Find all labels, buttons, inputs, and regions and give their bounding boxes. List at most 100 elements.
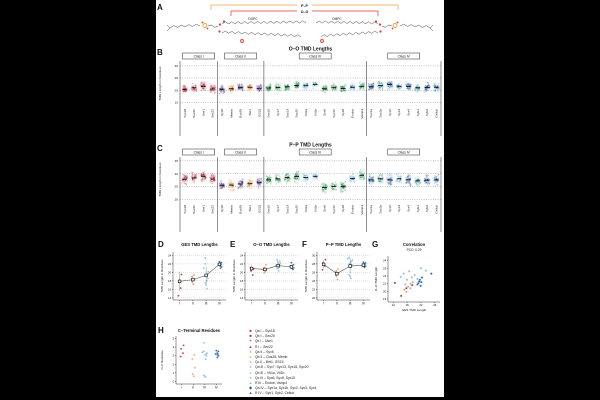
x-group-label: II (192, 385, 194, 389)
x-category-label: Vamp4 (360, 205, 364, 215)
x-category-label: Sec22 (211, 205, 215, 214)
svg-text:20: 20 (175, 198, 179, 202)
svg-text:23: 23 (383, 266, 387, 270)
legend-item-label: R IV – Syb1, Syb2, Cellub (255, 391, 295, 396)
class-header: Class IV (398, 54, 411, 58)
svg-text:4: 4 (173, 345, 175, 349)
legend-item: ● Qb II – Gos28, Memb (248, 355, 442, 360)
panel-d-label: D (158, 240, 164, 249)
x-category-label: Syx5 (220, 205, 224, 212)
x-category-label: Use1 (201, 109, 205, 117)
x-category-label: GS15 (257, 109, 261, 117)
legend-item-label: Qb I – Sec20 (255, 334, 275, 339)
legend-item: ● Qc III – Syx6, Syx8, Syx10 (248, 376, 442, 381)
x-category-label: Vti1a (304, 109, 308, 116)
svg-text:18: 18 (405, 303, 409, 307)
x-category-label: Gos28 (239, 109, 243, 118)
svg-text:35: 35 (175, 159, 179, 163)
x-category-label: Endob (351, 109, 355, 118)
oxygen-atom-icon (218, 23, 222, 26)
x-group-label: IV (362, 301, 366, 305)
circle-marker-icon: ● (249, 370, 252, 375)
svg-text:22: 22 (312, 287, 316, 291)
legend-item-label: Qa III – Syx7, Syx13, Syx16, Syx20 (255, 365, 309, 370)
legend-item-label: Qa II – Syx5 (255, 349, 274, 354)
svg-text:24: 24 (168, 253, 172, 257)
legend-item: ◆ Qa IV – Syx1a, Syx1b, Syx2, Syx3, Syx4 (248, 386, 442, 391)
x-category-label: Syx16 (267, 205, 271, 214)
class-header: Class I (194, 150, 204, 154)
dopc-label: DOPC (248, 17, 258, 21)
group-plot-ylabel: TMD Length in Residues (232, 259, 236, 293)
x-category-label: Syx3 (397, 109, 401, 116)
x-group-label: II (264, 301, 266, 305)
strip-title: P–P TMD Lengths (289, 143, 332, 149)
x-category-label: Syx3 (397, 205, 401, 212)
class-header: Class III (309, 150, 321, 154)
triangle-marker-icon: ▲ (248, 391, 253, 396)
x-category-label: Syx4 (406, 109, 410, 116)
legend-item-label: Qb III – Vti1a, Vti1b (255, 370, 285, 375)
legend-item: ● Qb III – Vti1a, Vti1b (248, 371, 442, 376)
x-category-label: Syx2 (388, 205, 392, 212)
panel-a-label: A (157, 3, 163, 12)
figure-legend: ■ Qa I – Syx18 ■ Qb I – Sec20 + Qc I – Use1 ▲ R… (248, 329, 442, 397)
x-category-label: Bet1 (248, 109, 252, 116)
diamond-marker-icon: ◆ (249, 386, 252, 391)
svg-text:3: 3 (173, 354, 175, 358)
square-marker-icon: ■ (249, 334, 252, 339)
x-category-label: Sec22 (211, 109, 215, 118)
x-group-label: IV (218, 301, 222, 305)
svg-text:26: 26 (312, 270, 316, 274)
x-category-label: Bet1 (248, 205, 252, 212)
x-category-label: Syb2 (425, 205, 429, 212)
circle-marker-icon: ● (249, 349, 252, 354)
svg-text:22: 22 (383, 274, 387, 278)
panel-e-oo-tmd-plot: E O–O TMD Lengths TMD Length in Residues 14… (230, 240, 298, 305)
svg-text:22: 22 (419, 303, 423, 307)
legend-item-label: Qa IV – Syx1a, Syx1b, Syx2, Syx3, Syx4 (255, 386, 317, 391)
svg-text:24: 24 (383, 259, 387, 263)
svg-text:20: 20 (383, 289, 387, 293)
x-category-label: Syx18 (183, 205, 187, 214)
triangle-marker-icon: ▲ (248, 344, 253, 349)
x-category-label: Syx1b (379, 205, 383, 214)
legend-item: + Qc I – Use1 (248, 339, 442, 344)
group-plot-ylabel: TMD Length in Residues (304, 259, 308, 293)
group-plot-ylabel: TMD Length in Residues (160, 259, 164, 293)
svg-text:18: 18 (168, 279, 172, 283)
svg-text:19: 19 (383, 297, 387, 301)
panel-b-oo-tmd-strip-plot: B O–O TMD Lengths TMD Length in Residues 15… (157, 47, 442, 136)
panel-c-pp-tmd-strip-plot: C P–P TMD Lengths TMD Length in Residues 20… (157, 143, 442, 232)
svg-text:20: 20 (168, 270, 172, 274)
x-category-label: Syx2 (388, 109, 392, 116)
legend-item: ▲ R I – Sec22 (248, 345, 442, 350)
x-category-label: Syb1 (416, 109, 420, 116)
svg-text:25: 25 (175, 76, 179, 80)
svg-text:22: 22 (240, 262, 244, 266)
legend-item-label: Qc III – Syx6, Syx8, Syx10 (255, 375, 296, 380)
plus-marker-icon: + (249, 339, 252, 344)
x-category-label: Endob (351, 205, 355, 214)
correlation-title: Correlation (403, 242, 426, 247)
x-category-label: Syx1b (379, 109, 383, 118)
x-category-label: Syx13 (285, 205, 289, 214)
dmpc-label: DMPC (332, 17, 342, 21)
x-group-label: I (181, 385, 182, 389)
triangle-marker-icon: ▲ (248, 381, 253, 386)
x-group-label: I (179, 301, 180, 305)
legend-item-label: Qc I – Use1 (255, 339, 273, 344)
x-category-label: GS15 (257, 205, 261, 213)
panel-b-label: B (157, 48, 163, 57)
phosphorus-atom-icon (202, 23, 208, 28)
circle-marker-icon: ● (249, 360, 252, 365)
strip-title: O–O TMD Lengths (289, 47, 333, 53)
x-category-label: Vti1b (313, 205, 317, 212)
correlation-ylabel: O–O TMD Length (374, 267, 378, 292)
legend-item-label: R I – Sec22 (255, 344, 273, 349)
panel-d-ges-tmd-plot: D GES TMD Lengths TMD Length in Residues 14… (158, 240, 226, 305)
svg-text:30: 30 (312, 253, 316, 257)
phosphorus-atom-icon (392, 23, 398, 28)
panel-c-label: C (157, 144, 163, 153)
